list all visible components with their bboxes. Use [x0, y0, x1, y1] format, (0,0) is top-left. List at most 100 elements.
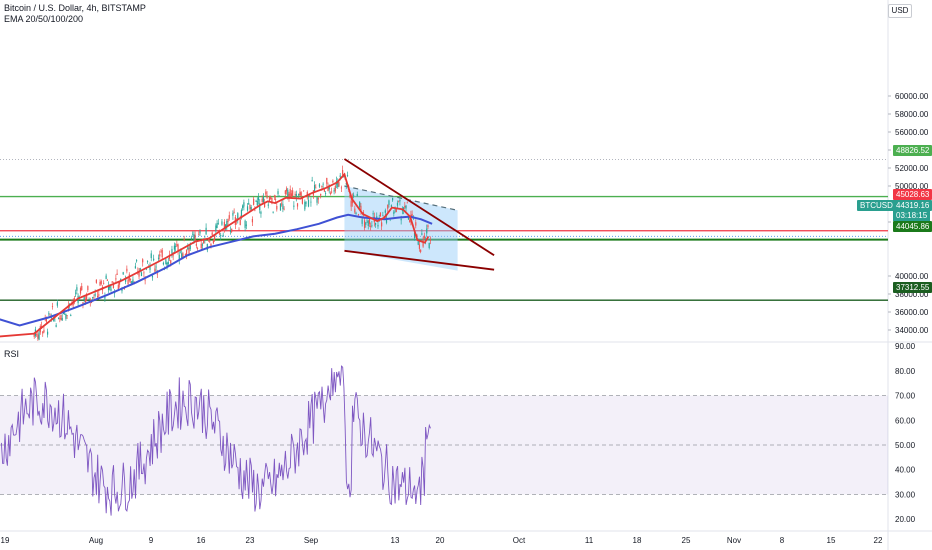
candle-body [59, 318, 61, 320]
candle-body [129, 279, 132, 281]
candle-body [405, 205, 407, 209]
candle-body [401, 210, 403, 212]
candle-body [381, 222, 383, 227]
candle-body [103, 282, 105, 284]
candle-body [377, 224, 379, 227]
time-axis[interactable]: 19 Aug 9 16 23 Sep 13 20 Oct 11 18 25 Nov 8 15 22 [1, 536, 883, 545]
candle-body [307, 199, 310, 207]
candle-body [304, 201, 306, 210]
candle-body [151, 275, 154, 278]
candle-body [268, 196, 271, 202]
candle-body [110, 288, 112, 291]
candle-body [96, 295, 99, 297]
candle-body [226, 221, 228, 227]
candle-body [399, 199, 401, 202]
candle-body [426, 228, 428, 234]
candle-body [383, 215, 385, 217]
candle-body [303, 190, 305, 192]
candle-body [407, 217, 410, 220]
time-tick-label: Sep [304, 536, 319, 545]
candle-body [223, 221, 225, 229]
currency-button[interactable]: USD [888, 4, 912, 18]
candle-body [73, 298, 76, 300]
time-tick-label: 15 [827, 536, 836, 545]
candle-body [353, 194, 355, 196]
candle-body [382, 215, 384, 217]
candle-body [392, 197, 394, 201]
candle-body [311, 179, 313, 182]
candle-body [222, 234, 224, 237]
price-tick-label: 56000.00 [895, 128, 929, 137]
candle-body [94, 293, 96, 296]
candle-body [146, 261, 149, 263]
candle-body [261, 198, 263, 202]
candle-body [165, 259, 167, 265]
time-tick-label: 22 [874, 536, 883, 545]
candle-body [356, 193, 358, 197]
candle-body [68, 303, 71, 305]
symbol-title[interactable]: Bitcoin / U.S. Dollar, 4h, BITSTAMP [4, 3, 146, 13]
candle-body [384, 210, 386, 213]
candle-body [149, 265, 151, 270]
candle-body [416, 235, 418, 237]
candle-body [121, 289, 123, 292]
candle-body [301, 197, 304, 204]
candle-body [183, 239, 185, 241]
candle-body [313, 185, 316, 193]
candle-body [272, 211, 274, 213]
candle-body [159, 254, 161, 257]
price-tick-label: 38000.00 [895, 290, 929, 299]
candle-body [346, 175, 349, 176]
candle-body [227, 219, 229, 222]
candle-body [298, 193, 300, 196]
candle-body [212, 239, 215, 244]
time-tick-label: Oct [513, 536, 526, 545]
candle-body [86, 294, 88, 300]
price-tick-label: 60000.00 [895, 92, 929, 101]
price-tick-label: 58000.00 [895, 110, 929, 119]
candle-body [81, 285, 83, 291]
time-tick-label: 20 [436, 536, 445, 545]
candle-body [172, 255, 174, 257]
price-tag-line-top: 48826.52 [893, 145, 932, 156]
candle-body [76, 287, 78, 291]
time-tick-label: 13 [391, 536, 400, 545]
candle-body [207, 238, 210, 241]
candle-body [265, 191, 267, 195]
candle-body [246, 206, 249, 211]
candle-body [398, 200, 400, 202]
time-tick-label: 16 [197, 536, 206, 545]
candle-body [327, 186, 329, 192]
candle-body [196, 248, 199, 249]
price-tick-label: 52000.00 [895, 164, 929, 173]
candle-body [288, 193, 290, 200]
chart-legend: Bitcoin / U.S. Dollar, 4h, BITSTAMP EMA … [4, 3, 146, 25]
candle-body [318, 184, 321, 187]
rsi-axis[interactable]: 90.00 80.00 70.00 60.00 50.00 40.00 30.00 20.00 [895, 342, 916, 524]
candle-body [48, 313, 50, 315]
candle-body [233, 211, 235, 213]
candle-body [340, 187, 343, 189]
candle-body [285, 188, 288, 192]
candle-body [270, 196, 272, 200]
ema-indicator-label[interactable]: EMA 20/50/100/200 [4, 14, 84, 24]
candle-body [326, 177, 328, 184]
rsi-indicator-label[interactable]: RSI [4, 349, 20, 359]
candle-body [83, 296, 85, 300]
candle-body [256, 200, 258, 206]
candle-body [65, 313, 67, 319]
candle-body [75, 292, 77, 294]
time-tick-label: 9 [149, 536, 154, 545]
price-tag-green-line: 44045.86 [893, 221, 932, 232]
candle-body [240, 210, 243, 217]
candle-body [153, 258, 155, 261]
candle-body [374, 222, 377, 225]
time-tick-label: 23 [246, 536, 255, 545]
candle-body [343, 176, 345, 178]
candle-body [244, 220, 246, 228]
candle-body [216, 223, 218, 229]
candle-body [122, 272, 124, 275]
candle-body [331, 191, 333, 193]
candle-body [107, 285, 110, 291]
